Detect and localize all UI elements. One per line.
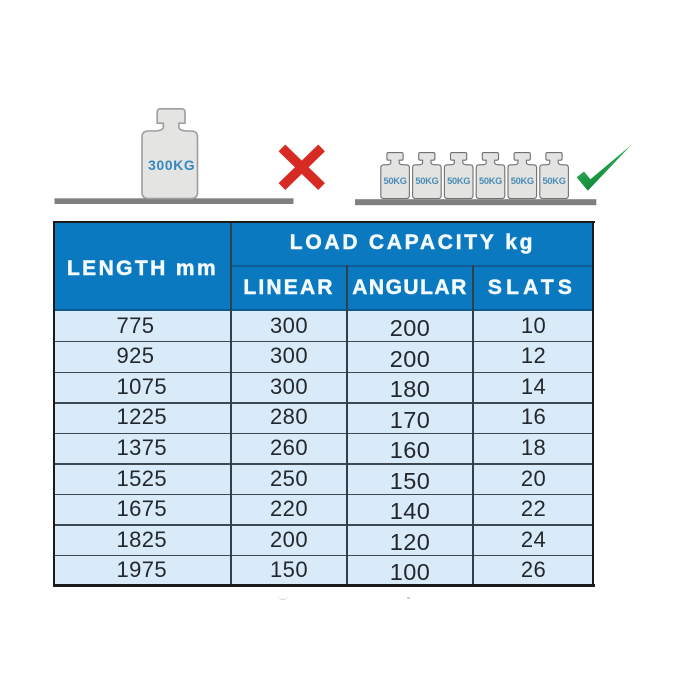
svg-text:300KG: 300KG	[148, 158, 195, 173]
